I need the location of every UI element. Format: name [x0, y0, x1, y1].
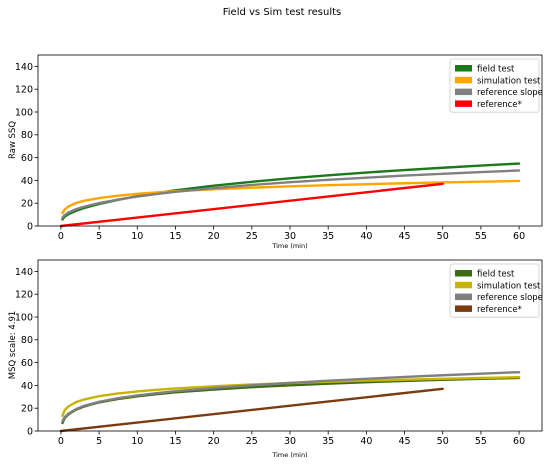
x-tick-label: 25 — [246, 436, 258, 447]
x-tick-label: 45 — [398, 231, 410, 242]
panel-1-x-ticks: 0 5 10 15 20 25 30 35 40 45 50 55 60 — [58, 226, 525, 242]
x-tick-label: 55 — [475, 231, 487, 242]
x-tick-label: 25 — [246, 231, 258, 242]
legend-label: reference slope — [477, 88, 543, 98]
x-tick-label: 30 — [284, 436, 296, 447]
panel-1-xlabel: Time (min) — [271, 242, 307, 250]
x-tick-label: 50 — [437, 436, 449, 447]
x-tick-label: 5 — [96, 436, 102, 447]
panel-2-x-ticks: 0 5 10 15 20 25 30 35 40 45 50 55 60 — [58, 431, 525, 447]
y-tick-label: 0 — [27, 221, 33, 232]
panel-1-ylabel: Raw SSQ — [8, 121, 18, 159]
x-tick-label: 10 — [131, 231, 143, 242]
x-tick-label: 0 — [58, 436, 64, 447]
x-tick-label: 30 — [284, 231, 296, 242]
legend-box — [449, 58, 540, 113]
legend-box — [449, 263, 540, 318]
x-tick-label: 40 — [360, 231, 372, 242]
legend-swatch — [455, 76, 472, 84]
x-tick-label: 15 — [169, 436, 181, 447]
y-tick-label: 80 — [21, 335, 33, 346]
y-tick-label: 100 — [15, 312, 33, 323]
series-line-2 — [61, 375, 521, 417]
x-tick-label: 20 — [208, 231, 220, 242]
panel-1: 0 5 10 15 20 25 30 35 40 45 50 55 60 0 20 40 60 80 100 120… — [8, 54, 543, 250]
series-line-1 — [61, 376, 521, 425]
y-tick-label: 140 — [15, 62, 33, 73]
x-tick-label: 10 — [131, 436, 143, 447]
x-tick-label: 40 — [360, 436, 372, 447]
series-line-3 — [61, 370, 521, 423]
x-tick-label: 60 — [513, 436, 525, 447]
x-tick-label: 50 — [437, 231, 449, 242]
series-line-4 — [59, 387, 444, 433]
y-tick-label: 20 — [21, 199, 33, 210]
series-line-1 — [61, 162, 521, 221]
y-tick-label: 40 — [21, 381, 33, 392]
y-tick-label: 100 — [15, 107, 33, 118]
y-tick-label: 0 — [27, 426, 33, 437]
x-tick-label: 55 — [475, 436, 487, 447]
y-tick-label: 140 — [15, 267, 33, 278]
panel-2-ylabel: MSQ scale: 4.91 — [8, 311, 18, 380]
legend-swatch — [455, 100, 472, 107]
x-tick-label: 5 — [96, 231, 102, 242]
legend-swatch — [455, 293, 472, 301]
legend-swatch — [455, 305, 472, 312]
legend-swatch — [455, 88, 472, 96]
figure-title: Field vs Sim test results — [223, 7, 342, 18]
series-line-4 — [59, 182, 444, 228]
panel-2-xlabel: Time (min) — [271, 451, 307, 459]
y-tick-label: 20 — [21, 404, 33, 415]
y-tick-label: 120 — [15, 85, 33, 96]
legend-label: reference* — [477, 100, 522, 110]
panel-1-y-ticks: 0 20 40 60 80 100 120 140 — [15, 62, 38, 232]
x-tick-label: 35 — [322, 436, 334, 447]
legend-label: reference* — [477, 305, 522, 315]
y-tick-label: 120 — [15, 290, 33, 301]
series-line-3 — [61, 169, 521, 220]
legend-label: field test — [477, 65, 515, 75]
panel-1-series — [59, 162, 521, 228]
panel-2-series — [59, 370, 521, 433]
legend-label: simulation test — [477, 281, 541, 291]
panel-2-y-ticks: 0 20 40 60 80 100 120 140 — [15, 267, 38, 437]
panel-2: 0 5 10 15 20 25 30 35 40 45 50 55 60 0 20 40 60 80 100 120… — [8, 259, 543, 459]
x-tick-label: 15 — [169, 231, 181, 242]
y-tick-label: 60 — [21, 153, 33, 164]
legend-label: simulation test — [477, 76, 541, 86]
x-tick-label: 45 — [398, 436, 410, 447]
legend-label: field test — [477, 270, 515, 280]
legend-label: reference slope — [477, 293, 543, 303]
x-tick-label: 35 — [322, 231, 334, 242]
legend-swatch — [455, 65, 472, 72]
y-tick-label: 80 — [21, 130, 33, 141]
y-tick-label: 60 — [21, 358, 33, 369]
y-tick-label: 40 — [21, 176, 33, 187]
x-tick-label: 0 — [58, 231, 64, 242]
legend-swatch — [455, 270, 472, 277]
x-tick-label: 20 — [208, 436, 220, 447]
x-tick-label: 60 — [513, 231, 525, 242]
legend-swatch — [455, 281, 472, 289]
